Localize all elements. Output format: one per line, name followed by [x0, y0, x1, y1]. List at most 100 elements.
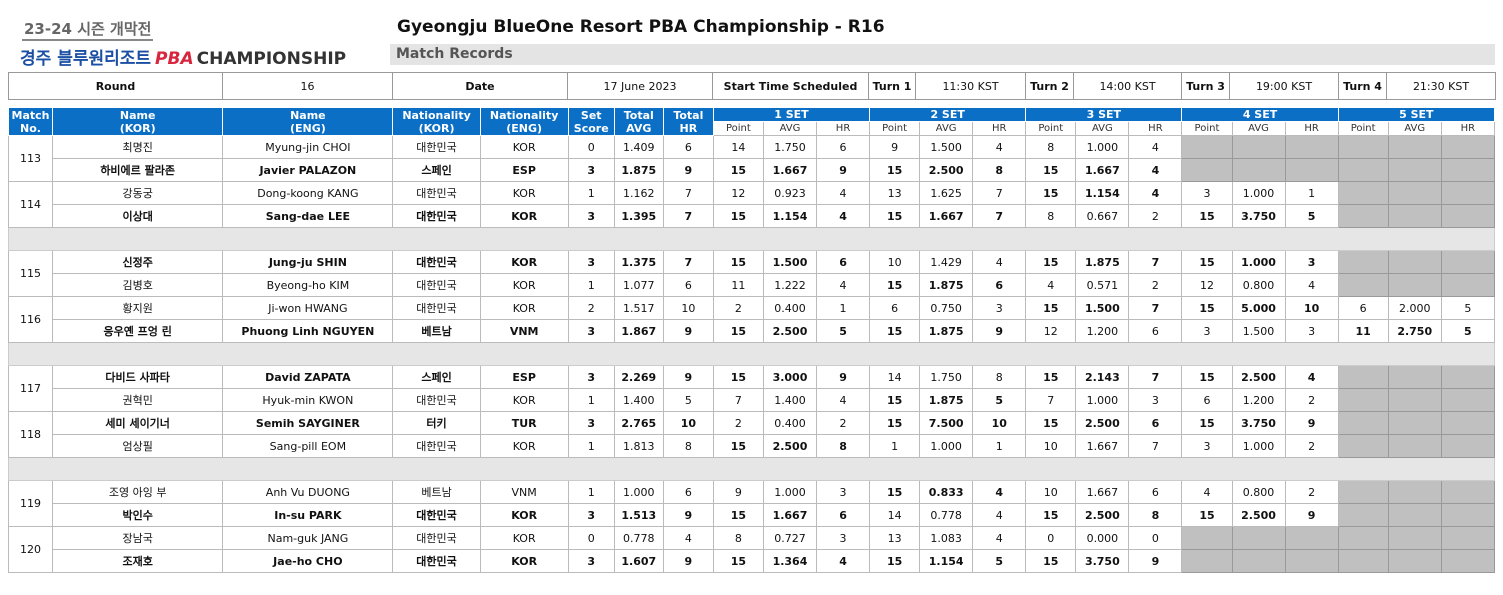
set-cell: 15 — [1025, 250, 1077, 274]
total-avg: 1.395 — [613, 204, 664, 228]
set-cell: 6 — [1337, 296, 1389, 320]
set-cell: 1.500 — [919, 135, 974, 159]
set-cell: 8 — [1025, 135, 1077, 159]
set-cell: 1.875 — [919, 388, 974, 412]
set-cell: 15 — [712, 250, 764, 274]
player-row: 박인수 In-su PARK 대한민국 KOR 3 1.513 9 15 1.667 6 14 0.7… — [9, 503, 1496, 527]
set-cell: 0 — [1128, 526, 1183, 550]
set-cell: 15 — [1181, 296, 1233, 320]
set-cell: 6 — [1128, 480, 1183, 504]
set-cell: 15 — [869, 411, 921, 435]
empty-set-cell — [1284, 135, 1339, 159]
set-cell: 6 — [869, 296, 921, 320]
nat-eng: TUR — [479, 411, 569, 435]
player-row: 하비에르 팔라존 Javier PALAZON 스페인 ESP 3 1.875 9 15 1.6… — [9, 158, 1496, 182]
set-cell: 13 — [869, 526, 921, 550]
set-header: 1 SET — [712, 107, 871, 122]
match-number: 115 — [7, 250, 54, 297]
set-cell: 1.667 — [1075, 434, 1130, 458]
name-kor: 다비드 사파타 — [52, 365, 224, 389]
set-cell: 4 — [1284, 365, 1339, 389]
empty-set-cell — [1337, 434, 1389, 458]
set-cell: 6 — [815, 250, 871, 274]
set-cell: 12 — [1181, 273, 1233, 297]
empty-set-cell — [1387, 158, 1442, 182]
set-cell: 4 — [815, 204, 871, 228]
empty-set-cell — [1440, 526, 1496, 550]
set-cell: 10 — [1025, 480, 1077, 504]
set-cell: 5 — [1284, 204, 1339, 228]
set-cell: 2.500 — [762, 319, 818, 343]
empty-set-cell — [1387, 250, 1442, 274]
set-cell: 4 — [1284, 273, 1339, 297]
empty-set-cell — [1440, 158, 1496, 182]
name-kor: 조영 아잉 부 — [52, 480, 224, 504]
empty-set-cell — [1337, 411, 1389, 435]
nat-kor: 베트남 — [392, 319, 481, 343]
set-cell: 8 — [712, 526, 764, 550]
name-kor: 응우옌 프엉 린 — [52, 319, 224, 343]
set-cell: 1.875 — [919, 273, 974, 297]
empty-set-cell — [1337, 526, 1389, 550]
info-value: 19:00 KST — [1229, 72, 1339, 100]
set-cell: 1.154 — [762, 204, 818, 228]
info-value: 14:00 KST — [1073, 72, 1182, 100]
total-hr: 7 — [662, 204, 714, 228]
set-cell: 4 — [972, 480, 1027, 504]
empty-set-cell — [1440, 273, 1496, 297]
set-cell: 1.667 — [919, 204, 974, 228]
player-row: 116 황지원 Ji-won HWANG 대한민국 KOR 2 1.517 10 2 0.400 1… — [7, 296, 1496, 343]
info-label: Turn 3 — [1181, 72, 1230, 100]
set-cell: 10 — [972, 411, 1027, 435]
nat-eng: KOR — [479, 434, 569, 458]
set-cell: 1.000 — [1075, 135, 1130, 159]
set-column-header: HR — [1128, 121, 1183, 136]
player-row: 이상대 Sang-dae LEE 대한민국 KOR 3 1.395 7 15 1.154 4 15 1… — [9, 204, 1496, 228]
set-cell: 6 — [972, 273, 1027, 297]
column-header: Total AVG — [613, 107, 664, 136]
empty-set-cell — [1440, 434, 1496, 458]
empty-set-cell — [1440, 503, 1496, 527]
set-score: 1 — [567, 388, 615, 412]
nat-eng: ESP — [479, 158, 569, 182]
column-header: Match No. — [7, 107, 54, 136]
set-cell: 15 — [1025, 503, 1077, 527]
info-label: Date — [392, 72, 568, 100]
info-label: Start Time Scheduled — [712, 72, 869, 100]
empty-set-cell — [1337, 158, 1389, 182]
set-cell: 15 — [1181, 250, 1233, 274]
total-avg: 2.765 — [613, 411, 664, 435]
empty-set-cell — [1387, 365, 1442, 389]
name-kor: 박인수 — [52, 503, 224, 527]
name-kor: 조재호 — [52, 549, 224, 573]
set-cell: 5.000 — [1231, 296, 1286, 320]
set-cell: 4 — [972, 250, 1027, 274]
empty-set-cell — [1337, 388, 1389, 412]
set-cell: 15 — [1025, 181, 1077, 205]
match-table: Match No. Name (KOR) Name (ENG) Nationality… — [7, 107, 1496, 573]
set-cell: 14 — [712, 135, 764, 159]
name-eng: Sang-pill EOM — [222, 434, 394, 458]
set-cell: 15 — [712, 158, 764, 182]
set-cell: 0.727 — [762, 526, 818, 550]
set-cell: 1 — [972, 434, 1027, 458]
nat-kor: 터키 — [392, 411, 481, 435]
set-cell: 4 — [1025, 273, 1077, 297]
name-eng: Byeong-ho KIM — [222, 273, 394, 297]
separator — [8, 227, 1495, 251]
set-cell: 8 — [972, 158, 1027, 182]
nat-eng: KOR — [479, 135, 569, 159]
separator — [8, 342, 1495, 366]
nat-eng: KOR — [479, 296, 569, 320]
info-value: 17 June 2023 — [567, 72, 713, 100]
empty-set-cell — [1337, 135, 1389, 159]
set-score: 3 — [567, 503, 615, 527]
set-cell: 1.750 — [762, 135, 818, 159]
total-hr: 10 — [662, 411, 714, 435]
set-cell: 10 — [1284, 296, 1339, 320]
empty-set-cell — [1387, 480, 1442, 504]
name-eng: Jae-ho CHO — [222, 549, 394, 573]
set-cell: 9 — [1128, 549, 1183, 573]
total-hr: 6 — [662, 135, 714, 159]
name-kor: 강동궁 — [52, 181, 224, 205]
